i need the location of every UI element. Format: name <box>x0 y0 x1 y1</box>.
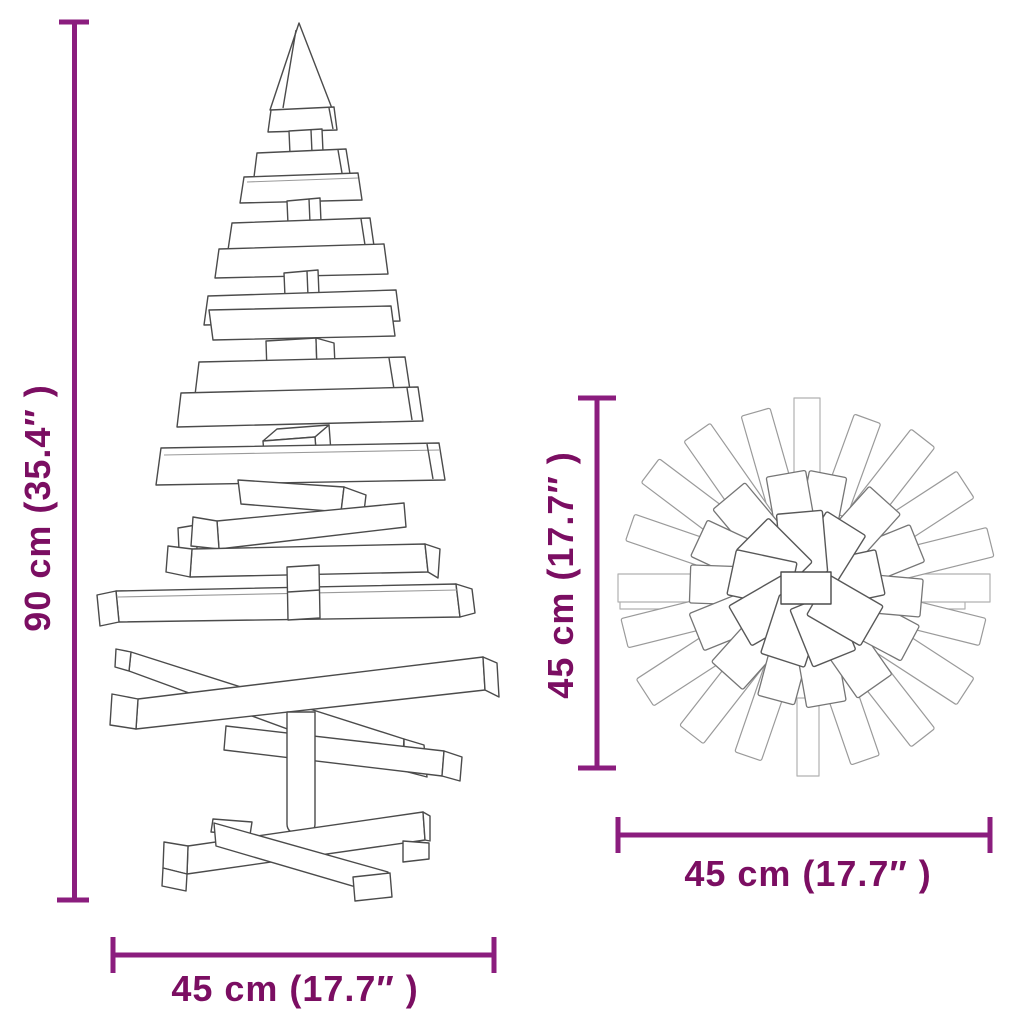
front-height-dimension: 90 cm (35.4″ ) <box>17 19 89 903</box>
dimension-label: 45 cm (17.7″ ) <box>540 451 581 698</box>
front-width-dimension: 45 cm (17.7″ ) <box>110 937 497 1009</box>
dimension-label: 45 cm (17.7″ ) <box>171 968 418 1009</box>
dimension-label: 45 cm (17.7″ ) <box>684 853 931 894</box>
tree-front-view-drawing <box>96 22 500 902</box>
tree-top-view-drawing <box>617 397 995 777</box>
dimension-label: 90 cm (35.4″ ) <box>17 384 58 631</box>
top-height-dimension: 45 cm (17.7″ ) <box>540 395 616 771</box>
top-width-dimension: 45 cm (17.7″ ) <box>615 817 993 894</box>
